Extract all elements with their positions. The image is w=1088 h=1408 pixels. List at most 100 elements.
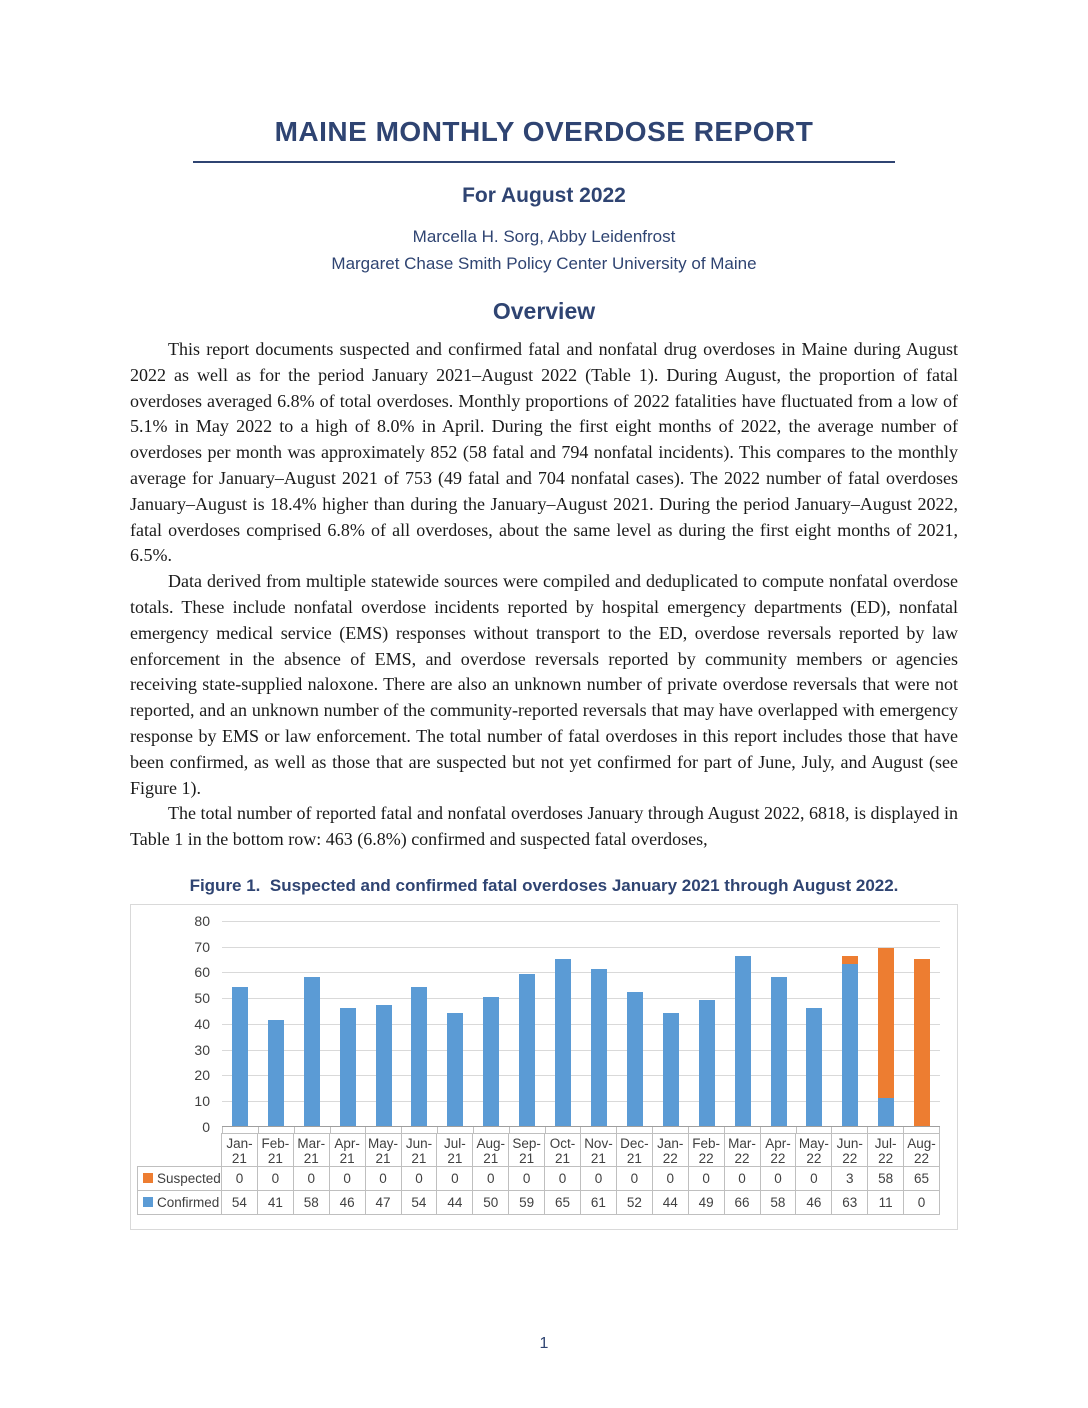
table-header-cell: Aug- 22 [904, 1132, 940, 1167]
table-value-cell: 0 [724, 1166, 761, 1191]
bar-column-jul-21 [437, 921, 473, 1126]
table-header-cell: Aug- 21 [473, 1132, 510, 1167]
year-label: 21 [483, 1150, 499, 1166]
year-label: 21 [555, 1150, 571, 1166]
year-label: 21 [590, 1150, 606, 1166]
report-subtitle: For August 2022 [462, 184, 626, 207]
table-value-cell: 0 [329, 1166, 366, 1191]
y-axis-label: 0 [202, 1118, 210, 1135]
y-axis-label: 20 [194, 1067, 210, 1084]
stacked-bar [339, 1007, 356, 1126]
bar-segment-confirmed [303, 976, 320, 1126]
gridline [222, 1049, 940, 1051]
table-value-cell: 59 [509, 1190, 546, 1215]
bar-column-sep-21 [509, 921, 545, 1126]
month-label: Apr- [334, 1135, 360, 1151]
stacked-bar [842, 956, 859, 1126]
axis-tick [725, 1126, 761, 1133]
bar-column-jan-22 [653, 921, 689, 1126]
axis-tick [402, 1126, 439, 1133]
table-header-cell: Dec- 21 [616, 1132, 653, 1167]
bar-segment-suspected [914, 958, 931, 1126]
month-label: Jun- [405, 1135, 433, 1151]
stacked-bar [231, 986, 248, 1126]
table-header-cell: Nov- 21 [581, 1132, 617, 1167]
table-value-cell: 47 [365, 1190, 402, 1215]
table-value-cell: 0 [796, 1166, 833, 1191]
stacked-bar [447, 1012, 464, 1126]
page-number: 1 [539, 1335, 549, 1352]
bar-column-jan-21 [222, 921, 258, 1126]
table-value-cell: 0 [257, 1166, 294, 1191]
month-label: Mar- [728, 1135, 756, 1151]
bar-column-jul-22 [868, 921, 904, 1126]
table-value-cell: 0 [904, 1190, 940, 1215]
bar-column-feb-22 [689, 921, 725, 1126]
bar-column-may-21 [366, 921, 402, 1126]
axis-tick [331, 1126, 367, 1133]
year-label: 22 [914, 1150, 930, 1166]
table-value-cell: 0 [581, 1166, 617, 1191]
month-label: Dec- [620, 1135, 649, 1151]
axis-tick [510, 1126, 546, 1133]
bar-segment-confirmed [842, 963, 859, 1126]
plot-area [222, 920, 940, 1127]
bar-segment-confirmed [806, 1007, 823, 1126]
stacked-bar [411, 986, 428, 1126]
table-header-cell: Oct- 21 [545, 1132, 581, 1167]
table-header-cell: Jul- 22 [868, 1132, 905, 1167]
axis-tick [581, 1126, 618, 1133]
stacked-bar [591, 968, 608, 1126]
chart-data-table: Jan- 21 Feb- 21 Mar- 21 Apr- 21 May- 21 Jun- 21 Jul-… [137, 1132, 940, 1215]
stacked-bar [267, 1020, 284, 1126]
bar-segment-confirmed [662, 1012, 679, 1126]
y-axis-label: 40 [194, 1015, 210, 1032]
table-value-cell: 0 [365, 1166, 402, 1191]
y-axis-label: 80 [194, 912, 210, 929]
table-header-cell: May- 21 [365, 1132, 402, 1167]
chart-y-axis: 0 10 20 30 40 50 60 70 80 [137, 913, 222, 1135]
chart-plot-row: 0 10 20 30 40 50 60 70 80 [137, 913, 940, 1135]
table-value-cell: 44 [437, 1190, 474, 1215]
month-label: Jun- [836, 1135, 863, 1151]
legend-label: Confirmed [157, 1194, 220, 1210]
table-header-cell: Apr- 22 [760, 1132, 797, 1167]
axis-tick [689, 1126, 725, 1133]
axis-tick [761, 1126, 797, 1133]
gridline [222, 972, 940, 974]
gridline [222, 1075, 940, 1077]
table-header-cell: Jul- 21 [437, 1132, 474, 1167]
year-label: 21 [339, 1150, 355, 1166]
bar-segment-confirmed [483, 997, 500, 1126]
stacked-bar [806, 1007, 823, 1126]
axis-tick [653, 1126, 689, 1133]
table-value-cell: 0 [437, 1166, 474, 1191]
stacked-bar [770, 976, 787, 1126]
month-label: Feb- [261, 1135, 290, 1151]
bar-column-jun-22 [832, 921, 868, 1126]
bar-segment-confirmed [375, 1004, 392, 1126]
bar-column-may-22 [797, 921, 833, 1126]
bar-segment-confirmed [626, 992, 643, 1126]
bar-segment-confirmed [231, 986, 248, 1126]
stacked-bar [483, 997, 500, 1126]
table-value-cell: 3 [832, 1166, 869, 1191]
bar-column-dec-21 [617, 921, 653, 1126]
stacked-bar [734, 956, 751, 1126]
authors-line2: Margaret Chase Smith Policy Center Unive… [331, 254, 757, 273]
table-value-cell: 0 [473, 1166, 510, 1191]
bar-column-jun-21 [402, 921, 438, 1126]
year-label: 22 [842, 1150, 858, 1166]
year-label: 22 [662, 1150, 678, 1166]
table-header-cell: Jan- 22 [652, 1132, 689, 1167]
gridline [222, 920, 940, 922]
table-value-cell: 65 [904, 1166, 940, 1191]
section-heading-overview: Overview [492, 298, 596, 324]
paragraph-1: This report documents suspected and conf… [130, 339, 958, 566]
figure-1-chart: 0 10 20 30 40 50 60 70 80 Jan- 21 Feb- 21 Mar- 21 Apr-… [130, 903, 958, 1230]
table-header-cell: Mar- 22 [724, 1132, 761, 1167]
bar-segment-confirmed [519, 974, 536, 1126]
axis-tick [904, 1126, 940, 1133]
confirmed-swatch-icon [143, 1197, 153, 1208]
table-value-cell: 44 [652, 1190, 689, 1215]
